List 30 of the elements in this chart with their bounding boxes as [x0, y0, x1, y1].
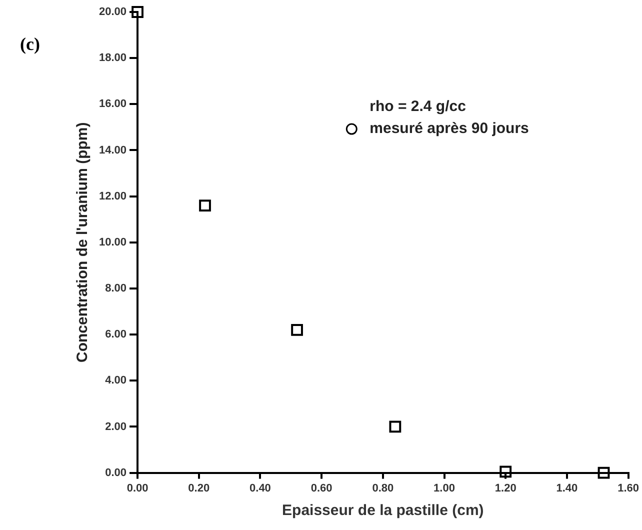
- point: [291, 324, 303, 336]
- x-tick-label: 0.20: [188, 482, 210, 494]
- point: [598, 466, 610, 479]
- y-tick-label: 10.00: [98, 236, 127, 248]
- y-tick-label: 4.00: [105, 374, 127, 387]
- x-tick-label: 1.00: [434, 482, 455, 494]
- x-tick-label: 0.00: [126, 482, 148, 494]
- point: [500, 466, 512, 478]
- x-tick-label: 1.60: [618, 482, 640, 494]
- x-axis-title: Epaisseur de la pastille (cm): [282, 502, 484, 520]
- y-tick-label: 14.00: [98, 144, 127, 156]
- y-tick-label: 16.00: [98, 98, 127, 110]
- x-tick-label: 0.40: [250, 482, 271, 494]
- x-tick-label: 1.20: [494, 482, 516, 494]
- text: (c): [20, 34, 40, 55]
- y-tick-label: 2.00: [105, 420, 127, 433]
- y-tick-label: 20.00: [98, 6, 127, 18]
- x-tick-label: 0.80: [372, 482, 394, 494]
- point: [199, 200, 211, 212]
- legend-title: rho = 2.4 g/cc: [370, 98, 466, 116]
- point: [389, 420, 402, 433]
- y-tick-label: 18.00: [98, 52, 127, 64]
- y-tick-label: 8.00: [105, 282, 127, 295]
- y-tick-label: 0.00: [105, 466, 127, 479]
- x-tick-label: 0.60: [310, 482, 332, 494]
- x-tick-label: 1.40: [556, 482, 578, 494]
- legend-label: mesuré après 90 jours: [370, 120, 529, 138]
- y-tick-label: 12.00: [98, 190, 127, 202]
- y-axis-title: Concentration de l'uranium (ppm): [74, 122, 92, 363]
- y-tick-label: 6.00: [105, 328, 127, 341]
